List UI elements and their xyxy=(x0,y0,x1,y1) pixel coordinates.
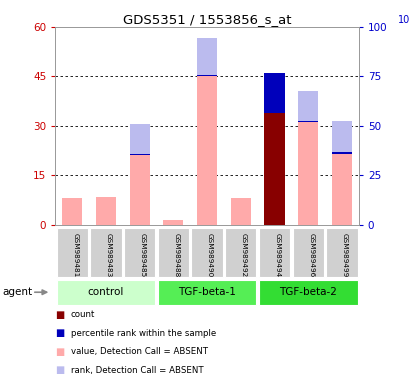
Bar xyxy=(129,154,149,156)
Text: GSM989481: GSM989481 xyxy=(72,233,78,277)
FancyBboxPatch shape xyxy=(56,228,88,277)
Bar xyxy=(62,198,82,225)
Text: percentile rank within the sample: percentile rank within the sample xyxy=(71,329,216,338)
Text: GDS5351 / 1553856_s_at: GDS5351 / 1553856_s_at xyxy=(123,13,290,26)
Text: agent: agent xyxy=(2,287,32,297)
Bar xyxy=(264,73,284,113)
Text: ■: ■ xyxy=(55,365,65,375)
Bar xyxy=(230,198,250,225)
FancyBboxPatch shape xyxy=(90,228,121,277)
Text: rank, Detection Call = ABSENT: rank, Detection Call = ABSENT xyxy=(71,366,203,375)
Bar xyxy=(331,121,351,154)
Bar xyxy=(96,197,116,225)
Bar xyxy=(331,154,351,225)
FancyBboxPatch shape xyxy=(292,228,323,277)
Bar xyxy=(196,38,217,76)
Bar xyxy=(196,76,217,225)
FancyBboxPatch shape xyxy=(124,228,155,277)
FancyBboxPatch shape xyxy=(191,228,222,277)
Bar xyxy=(163,220,183,225)
Text: GSM989485: GSM989485 xyxy=(139,233,145,277)
Text: GSM989483: GSM989483 xyxy=(106,233,112,277)
FancyBboxPatch shape xyxy=(225,228,256,277)
Text: ■: ■ xyxy=(55,328,65,338)
Text: GSM989488: GSM989488 xyxy=(173,233,179,277)
Text: value, Detection Call = ABSENT: value, Detection Call = ABSENT xyxy=(71,347,207,356)
Bar xyxy=(264,113,284,225)
Text: GSM989499: GSM989499 xyxy=(341,233,347,277)
FancyBboxPatch shape xyxy=(157,280,256,305)
Text: GSM989494: GSM989494 xyxy=(274,233,280,277)
FancyBboxPatch shape xyxy=(326,228,357,277)
Bar xyxy=(129,124,149,156)
Text: count: count xyxy=(71,310,95,319)
Bar xyxy=(129,156,149,225)
Text: GSM989492: GSM989492 xyxy=(240,233,246,277)
FancyBboxPatch shape xyxy=(157,228,189,277)
Bar xyxy=(196,74,217,76)
Text: ■: ■ xyxy=(55,347,65,357)
Text: TGF-beta-1: TGF-beta-1 xyxy=(178,287,236,297)
Text: ■: ■ xyxy=(55,310,65,320)
Text: GSM989496: GSM989496 xyxy=(308,233,313,277)
Text: control: control xyxy=(88,287,124,297)
Bar xyxy=(297,122,317,225)
FancyBboxPatch shape xyxy=(258,280,357,305)
Bar xyxy=(331,152,351,154)
FancyBboxPatch shape xyxy=(258,228,290,277)
FancyBboxPatch shape xyxy=(56,280,155,305)
Bar xyxy=(297,121,317,122)
Text: TGF-beta-2: TGF-beta-2 xyxy=(279,287,336,297)
Text: GSM989490: GSM989490 xyxy=(207,233,213,277)
Bar xyxy=(297,91,317,122)
Text: 100%: 100% xyxy=(397,15,409,25)
